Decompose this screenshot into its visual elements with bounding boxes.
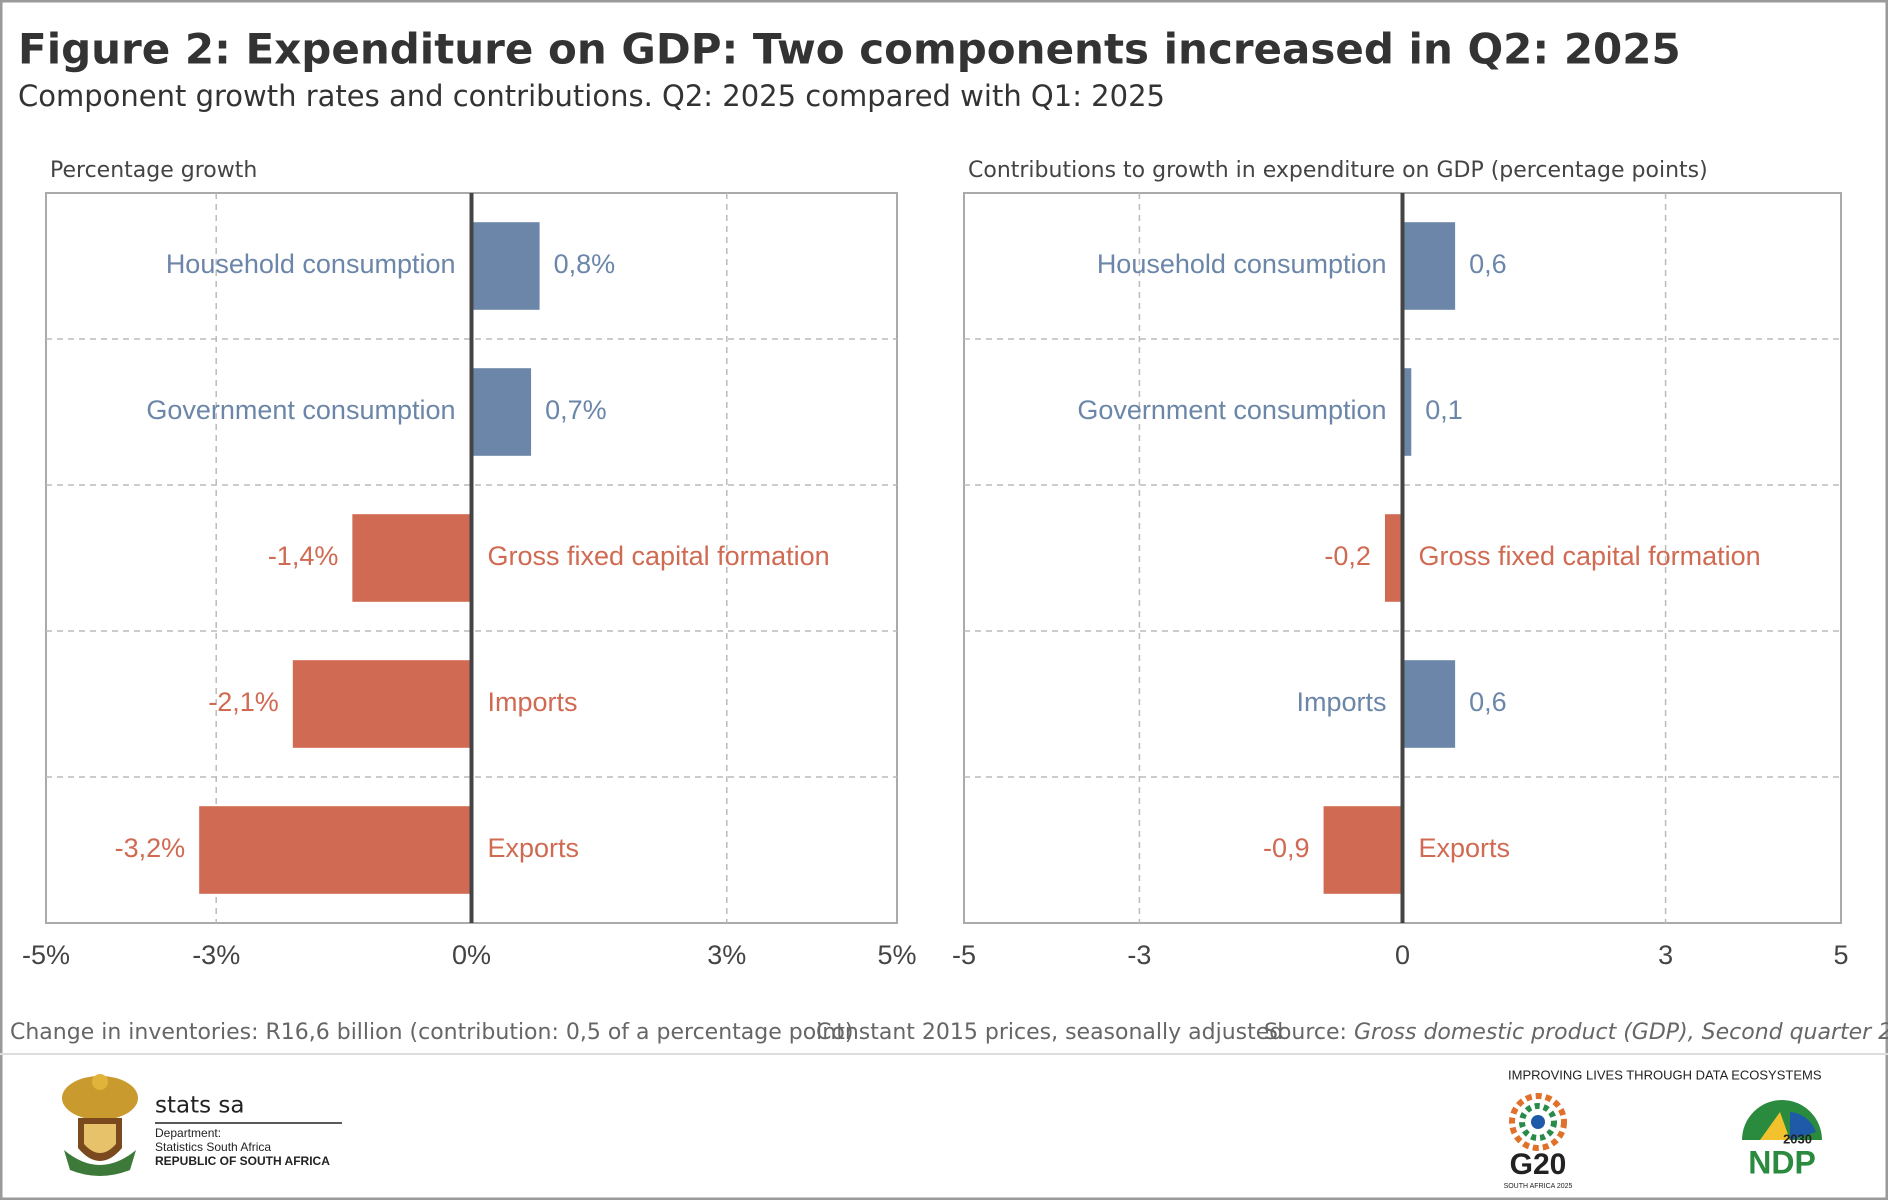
x-tick-label: -3% [192, 940, 240, 970]
category-label: Gross fixed capital formation [488, 541, 830, 571]
value-label: -0,9 [1263, 833, 1310, 863]
value-label: -0,2 [1324, 541, 1371, 571]
category-label: Government consumption [1077, 395, 1386, 425]
bar [292, 660, 472, 748]
charts: Percentage growth -5% -3% 0% 3% 5% 0,8% Househo… [22, 158, 1849, 970]
republic: REPUBLIC OF SOUTH AFRICA [155, 1154, 330, 1168]
x-tick-label: 5 [1833, 940, 1848, 970]
ndp-logo [1742, 1100, 1822, 1140]
source-title: Gross domestic product (GDP), Second qua… [1354, 1020, 1888, 1045]
bar [1402, 368, 1412, 456]
department-name: Statistics South Africa [155, 1140, 271, 1154]
value-label: 0,7% [545, 395, 607, 425]
value-label: 0,8% [554, 249, 616, 279]
x-tick-label: 5% [877, 940, 916, 970]
bar [199, 806, 472, 894]
ndp-year: 2030 [1783, 1131, 1812, 1146]
department: Department: [155, 1126, 221, 1140]
g20-flower [1509, 1093, 1567, 1151]
category-label: Imports [488, 687, 578, 717]
g20-text: G20 [1510, 1148, 1567, 1181]
x-tick-label: 0 [1395, 940, 1410, 970]
value-label: 0,6 [1469, 249, 1507, 279]
category-label: Gross fixed capital formation [1419, 541, 1761, 571]
category-label: Household consumption [166, 249, 456, 279]
footer-note: Change in inventories: R16,6 billion (co… [10, 1020, 853, 1045]
x-tick-label: -3 [1127, 940, 1151, 970]
axis-title: Percentage growth [50, 158, 257, 183]
bar [471, 368, 532, 456]
bar [352, 514, 472, 602]
g20-sub: SOUTH AFRICA 2025 [1504, 1183, 1573, 1190]
category-label: Imports [1296, 687, 1386, 717]
category-label: Household consumption [1097, 249, 1387, 279]
value-label: -2,1% [208, 687, 279, 717]
value-label: 0,1 [1425, 395, 1463, 425]
value-label: -1,4% [268, 541, 339, 571]
coat-of-arms [62, 1074, 138, 1176]
x-tick-label: 0% [452, 940, 491, 970]
footer-source: Source: Gross domestic product (GDP), Se… [1264, 1020, 1888, 1045]
bar [1402, 660, 1456, 748]
statssa-name: stats sa [155, 1093, 244, 1119]
bar [1384, 514, 1403, 602]
x-tick-label: 3 [1658, 940, 1673, 970]
bar [1323, 806, 1403, 894]
source-label: Source: [1264, 1020, 1347, 1045]
subtitle: Component growth rates and contributions… [18, 79, 1165, 113]
tagline: IMPROVING LIVES THROUGH DATA ECOSYSTEMS [1508, 1067, 1822, 1082]
category-label: Exports [1419, 833, 1511, 863]
bar [471, 222, 540, 310]
value-label: -3,2% [115, 833, 186, 863]
x-tick-label: -5% [22, 940, 70, 970]
value-label: 0,6 [1469, 687, 1507, 717]
footer-prices: Constant 2015 prices, seasonally adjuste… [816, 1020, 1283, 1045]
category-label: Government consumption [146, 395, 455, 425]
bar [1402, 222, 1456, 310]
category-label: Exports [488, 833, 580, 863]
axis-title: Contributions to growth in expenditure o… [968, 158, 1708, 183]
x-tick-label: 3% [707, 940, 746, 970]
x-tick-label: -5 [952, 940, 976, 970]
title: Figure 2: Expenditure on GDP: Two compon… [18, 25, 1681, 74]
ndp-text: NDP [1748, 1144, 1816, 1180]
